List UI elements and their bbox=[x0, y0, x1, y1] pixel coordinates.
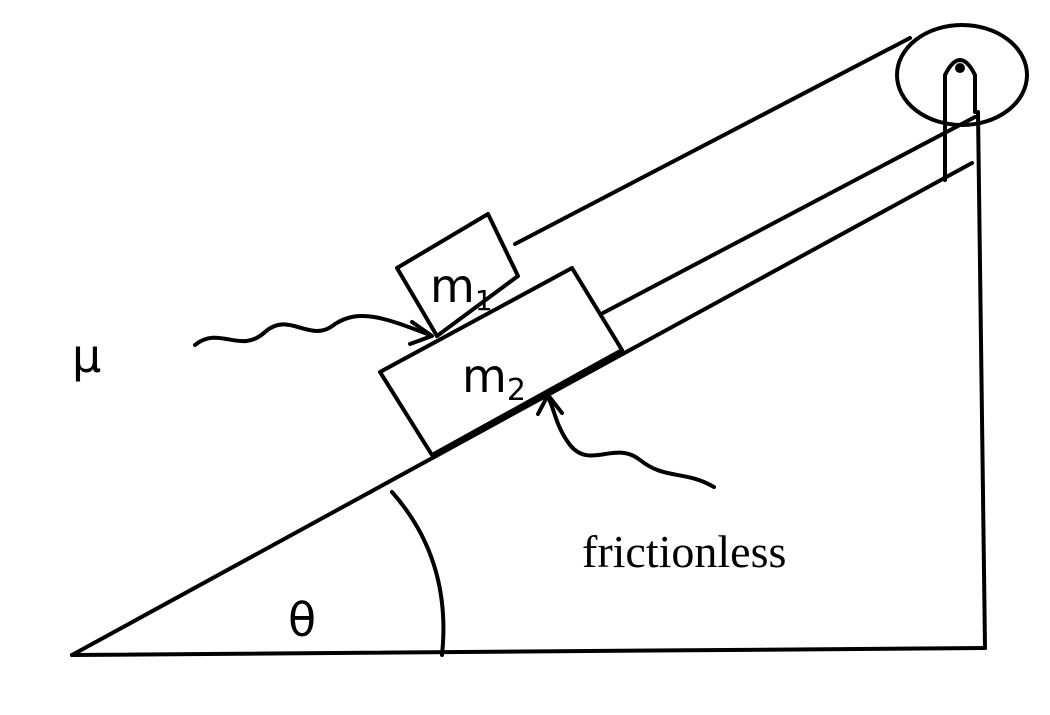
string-to-m2 bbox=[601, 115, 977, 315]
mu-pointer-arrowhead bbox=[408, 320, 434, 346]
label-theta: θ bbox=[288, 593, 316, 647]
label-m1: m1 bbox=[430, 259, 493, 317]
pulley-axle bbox=[955, 63, 965, 73]
pulley bbox=[895, 23, 1029, 182]
block-m1 bbox=[395, 212, 520, 338]
block-m2 bbox=[378, 266, 624, 457]
label-frictionless: frictionless bbox=[582, 526, 786, 577]
angle-arc bbox=[390, 490, 446, 657]
string-to-m1 bbox=[513, 36, 912, 246]
incline-vertical-side bbox=[976, 110, 987, 650]
label-m2: m2 bbox=[462, 349, 526, 408]
incline bbox=[70, 110, 987, 657]
frictionless-pointer-arrow bbox=[546, 395, 716, 489]
pulley-bracket bbox=[943, 58, 977, 182]
label-mu: μ bbox=[72, 329, 101, 383]
pulley-wheel bbox=[895, 23, 1029, 127]
mu-pointer-arrow bbox=[193, 313, 432, 347]
frictionless-pointer-arrowhead bbox=[536, 393, 564, 416]
incline-base bbox=[70, 646, 987, 657]
incline-hypotenuse bbox=[70, 161, 974, 657]
